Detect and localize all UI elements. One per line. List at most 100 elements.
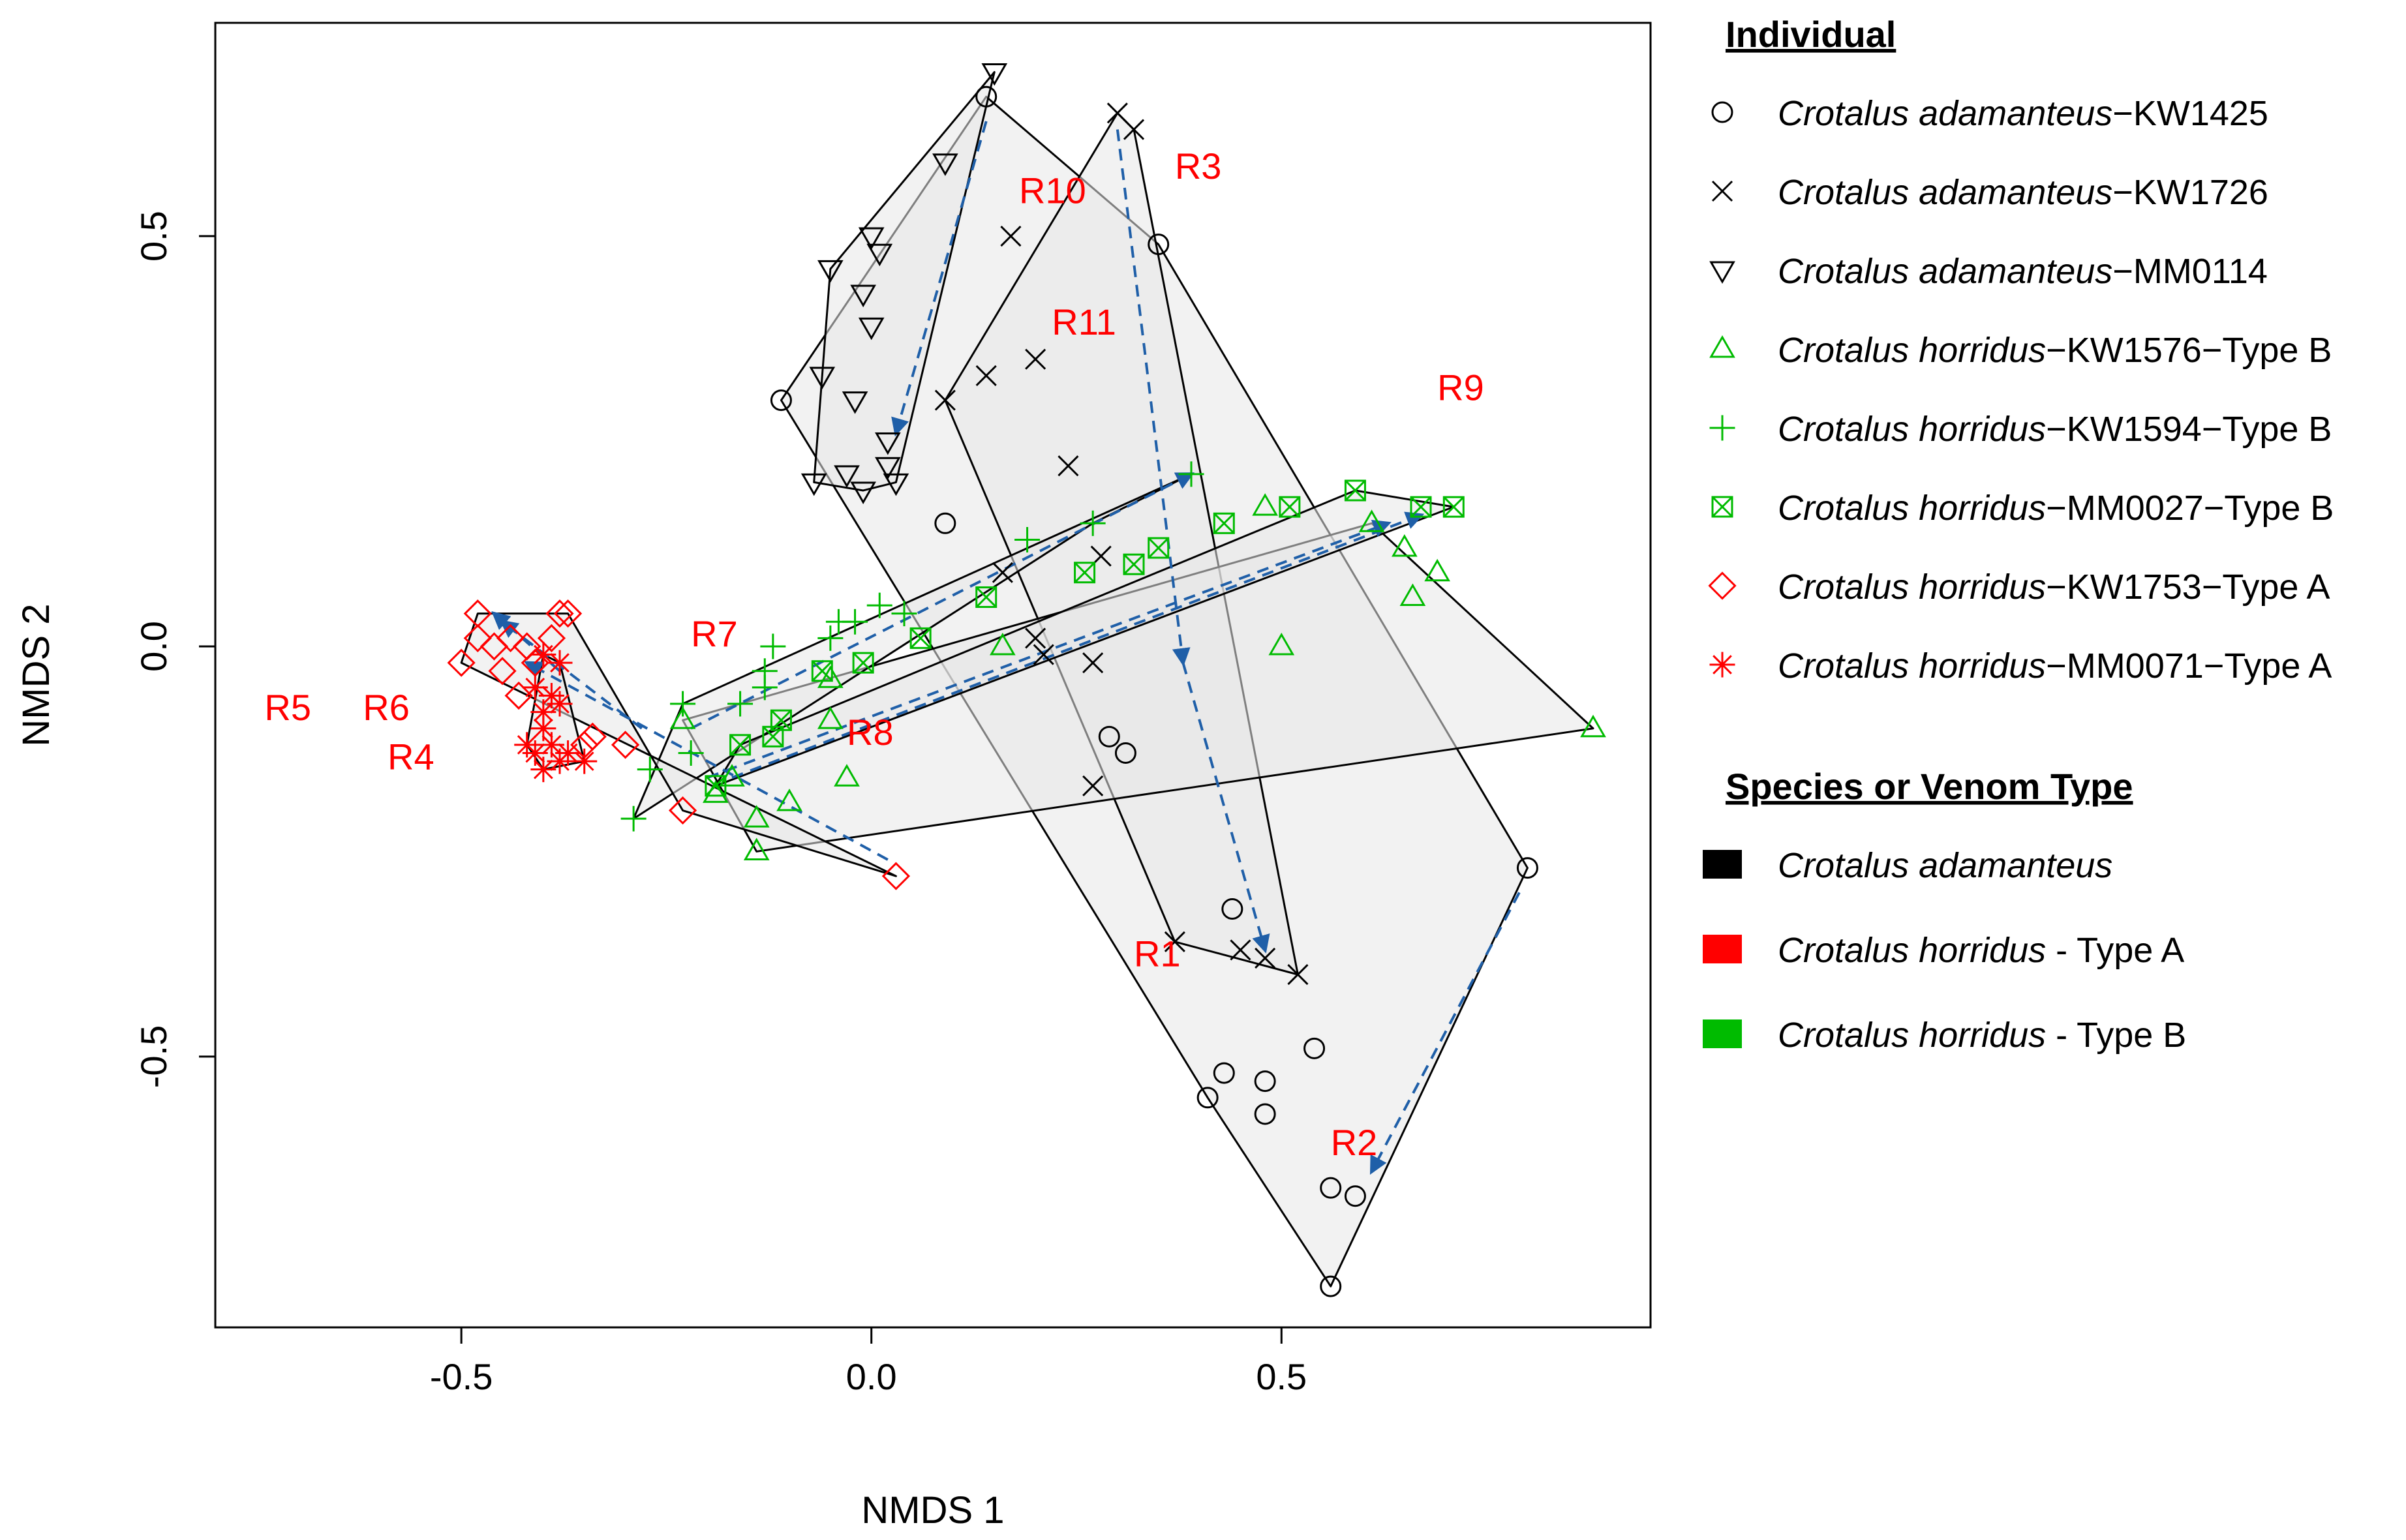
point-s4-3 — [1399, 583, 1426, 607]
point-s8-6 — [547, 691, 573, 717]
point-s4-2 — [1268, 632, 1295, 656]
y-tick-label: -0.5 — [133, 1025, 174, 1089]
hull-7 — [460, 612, 897, 877]
point-s3-3 — [817, 260, 844, 283]
point-s3-4 — [858, 227, 885, 250]
point-s1-12 — [1254, 1103, 1276, 1125]
trajectory-arrows — [491, 121, 1521, 1175]
region-label-r3: R3 — [1175, 145, 1222, 187]
point-s1-8 — [1516, 857, 1538, 879]
point-s6-6 — [1148, 537, 1170, 559]
point-s1-9 — [1196, 1087, 1219, 1109]
point-s5-9 — [760, 633, 786, 659]
point-s8-12 — [571, 748, 598, 774]
point-s7-17 — [881, 862, 911, 890]
data-points — [447, 63, 1606, 1297]
point-s2-3 — [1000, 225, 1022, 247]
legend-marker-1 — [1711, 101, 1733, 123]
point-s5-15 — [637, 757, 663, 783]
point-s5-13 — [678, 740, 704, 766]
point-s5-4 — [891, 601, 917, 627]
legend-swatch-3 — [1703, 1019, 1742, 1048]
point-s6-15 — [729, 734, 752, 756]
legend-swatch-1 — [1703, 850, 1742, 879]
point-s2-13 — [1082, 775, 1104, 796]
y-tick-label: 0.5 — [133, 211, 174, 262]
point-s4-10 — [817, 706, 844, 729]
point-s8-3 — [522, 674, 548, 701]
point-s6-4 — [1279, 496, 1301, 518]
point-s6-3 — [1442, 496, 1465, 518]
point-s7-7 — [496, 624, 525, 653]
point-s3-10 — [875, 432, 901, 455]
point-s3-15 — [800, 473, 827, 496]
point-s7-2 — [545, 599, 574, 628]
point-s1-1 — [975, 85, 997, 108]
x-tick-label: 0.5 — [1256, 1356, 1307, 1397]
point-s7-15 — [611, 731, 640, 759]
legend-marker-8 — [1709, 652, 1735, 678]
point-s6-14 — [762, 725, 784, 747]
point-s1-13 — [1303, 1037, 1326, 1059]
point-s1-6 — [1114, 742, 1136, 764]
legend-marker-7 — [1708, 571, 1737, 600]
point-s5-16 — [620, 806, 647, 832]
point-s1-11 — [1254, 1070, 1276, 1093]
region-label-r11: R11 — [1052, 301, 1116, 342]
point-s1-15 — [1344, 1185, 1366, 1207]
point-s4-5 — [1392, 534, 1418, 557]
point-s7-16 — [668, 796, 697, 825]
region-label-r8: R8 — [847, 712, 894, 753]
point-s6-7 — [1123, 553, 1145, 575]
x-tick-label: 0.0 — [846, 1356, 897, 1397]
point-s7-12 — [504, 681, 533, 710]
legend-species-label-2: Crotalus horridus - Type A — [1778, 931, 2184, 970]
point-s2-15 — [1230, 939, 1251, 961]
point-s4-14 — [743, 838, 770, 860]
point-s4-12 — [776, 788, 802, 811]
point-s2-11 — [1033, 644, 1054, 665]
point-s2-10 — [1025, 627, 1046, 649]
point-s1-14 — [1320, 1177, 1342, 1199]
point-s4-11 — [834, 764, 860, 787]
legend-label-7: Crotalus horridus−KW1753−Type A — [1778, 567, 2330, 607]
legend-label-4: Crotalus horridus−KW1576−Type B — [1778, 331, 2332, 370]
point-s2-2 — [1123, 119, 1145, 140]
point-s5-8 — [817, 625, 844, 651]
point-s3-5 — [866, 243, 893, 267]
point-s8-1 — [530, 642, 556, 668]
arrow-1 — [891, 121, 988, 437]
region-label-r9: R9 — [1437, 367, 1484, 408]
point-s6-16 — [705, 775, 727, 797]
point-s3-13 — [850, 481, 876, 504]
region-label-r10: R10 — [1019, 170, 1086, 211]
hull-3 — [813, 70, 996, 492]
point-s2-6 — [1025, 348, 1046, 370]
plot-frame — [214, 22, 1652, 1329]
point-s2-1 — [1106, 102, 1128, 124]
legend-label-6: Crotalus horridus−MM0027−Type B — [1778, 489, 2334, 528]
point-s3-7 — [858, 317, 885, 340]
point-s2-12 — [1082, 652, 1104, 674]
point-s4-9 — [817, 665, 844, 688]
point-s4-17 — [669, 706, 696, 729]
point-s4-13 — [743, 805, 770, 828]
legend-swatch-2 — [1703, 935, 1742, 963]
point-s6-2 — [1410, 496, 1432, 518]
arrow-4 — [1369, 892, 1521, 1175]
point-s3-2 — [932, 153, 958, 176]
legend-title-individual: Individual — [1726, 14, 1896, 55]
point-s5-3 — [1014, 526, 1041, 552]
point-s5-5 — [866, 592, 892, 618]
region-label-r7: R7 — [691, 613, 738, 654]
point-s4-4 — [1424, 558, 1450, 582]
point-s4-8 — [990, 632, 1016, 656]
point-s8-2 — [547, 650, 573, 676]
point-s2-7 — [1058, 455, 1079, 477]
point-s7-10 — [537, 624, 566, 653]
point-s6-9 — [975, 586, 997, 609]
legend-species-label-1: Crotalus adamanteus — [1778, 846, 2112, 885]
point-s2-17 — [1287, 964, 1309, 986]
